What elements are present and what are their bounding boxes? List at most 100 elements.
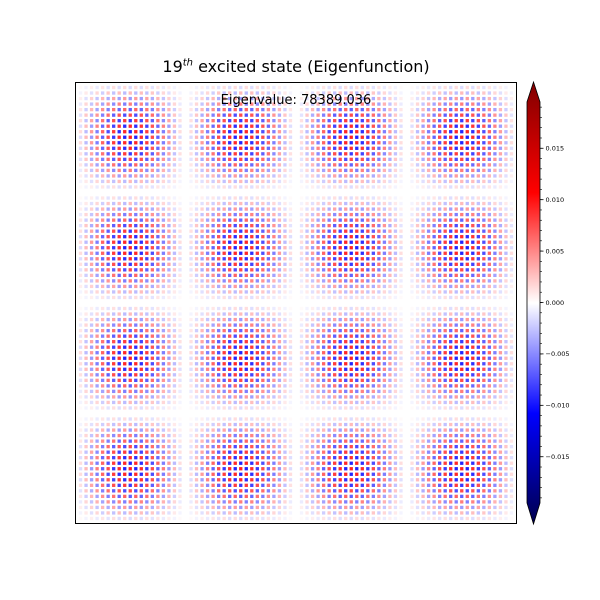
heatmap-cell: [216, 472, 221, 476]
heatmap-cell: [150, 505, 154, 510]
heatmap-cell: [216, 456, 221, 460]
heatmap-cell: [393, 146, 398, 150]
heatmap-cell: [283, 472, 287, 476]
heatmap-cell: [360, 174, 364, 178]
heatmap-cell: [399, 373, 403, 377]
heatmap-cell: [432, 201, 436, 206]
heatmap-cell: [498, 373, 503, 377]
heatmap-cell: [388, 251, 392, 255]
heatmap-cell: [255, 279, 259, 283]
heatmap-cell: [415, 130, 420, 134]
heatmap-cell: [216, 229, 221, 233]
heatmap-cell: [134, 340, 138, 344]
heatmap-cell: [327, 223, 331, 228]
heatmap-cell: [382, 362, 387, 366]
heatmap-cell: [493, 317, 497, 322]
heatmap-cell: [128, 456, 132, 460]
heatmap-cell: [498, 179, 503, 184]
heatmap-cell: [233, 201, 237, 206]
heatmap-cell: [421, 107, 425, 112]
heatmap-cell: [465, 124, 469, 128]
heatmap-cell: [250, 472, 254, 476]
heatmap-cell: [344, 273, 348, 278]
heatmap-cell: [366, 351, 370, 355]
heatmap-cell: [437, 179, 442, 184]
heatmap-cell: [172, 345, 177, 349]
heatmap-cell: [366, 295, 370, 300]
heatmap-cell: [487, 351, 492, 355]
heatmap-cell: [410, 373, 414, 377]
heatmap-cell: [377, 312, 381, 316]
heatmap-cell: [89, 135, 94, 139]
heatmap-cell: [272, 168, 276, 173]
heatmap-cell: [106, 212, 110, 217]
heatmap-cell: [106, 328, 110, 333]
heatmap-cell: [78, 85, 83, 90]
heatmap-cell: [266, 422, 271, 427]
heatmap-cell: [344, 113, 348, 117]
heatmap-cell: [233, 146, 237, 150]
heatmap-cell: [89, 290, 94, 294]
heatmap-cell: [95, 439, 99, 443]
heatmap-cell: [255, 312, 259, 316]
heatmap-cell: [277, 262, 282, 266]
heatmap-cell: [112, 444, 116, 449]
heatmap-cell: [211, 334, 215, 338]
heatmap-cell: [338, 185, 342, 189]
heatmap-cell: [471, 218, 475, 222]
heatmap-cell: [316, 223, 320, 228]
heatmap-cell: [299, 268, 304, 272]
heatmap-cell: [316, 113, 320, 117]
heatmap-cell: [449, 113, 453, 117]
heatmap-cell: [84, 328, 88, 333]
heatmap-cell: [134, 223, 138, 228]
heatmap-cell: [498, 262, 503, 266]
heatmap-cell: [388, 312, 392, 316]
heatmap-cell: [117, 340, 121, 344]
heatmap-cell: [399, 268, 403, 272]
heatmap-cell: [216, 235, 221, 239]
heatmap-cell: [78, 351, 83, 355]
heatmap-cell: [244, 306, 248, 311]
heatmap-cell: [78, 240, 83, 244]
heatmap-cell: [493, 367, 497, 371]
heatmap-cell: [399, 295, 403, 300]
heatmap-cell: [156, 378, 160, 382]
heatmap-cell: [437, 323, 442, 327]
heatmap-cell: [117, 235, 121, 239]
heatmap-cell: [205, 439, 210, 443]
heatmap-cell: [112, 362, 116, 366]
heatmap-cell: [349, 246, 353, 250]
heatmap-cell: [266, 196, 271, 200]
heatmap-cell: [399, 312, 403, 316]
heatmap-cell: [443, 290, 447, 294]
heatmap-cell: [299, 295, 304, 300]
heatmap-cell: [233, 406, 237, 410]
heatmap-cell: [134, 251, 138, 255]
heatmap-cell: [89, 422, 94, 427]
heatmap-cell: [244, 345, 248, 349]
heatmap-cell: [355, 389, 359, 394]
heatmap-cell: [316, 212, 320, 217]
heatmap-cell: [95, 295, 99, 300]
heatmap-cell: [117, 295, 121, 300]
heatmap-cell: [366, 113, 370, 117]
heatmap-cell: [272, 273, 276, 278]
heatmap-cell: [156, 157, 160, 161]
heatmap-cell: [78, 246, 83, 250]
heatmap-cell: [194, 467, 199, 471]
heatmap-cell: [255, 102, 259, 106]
heatmap-cell: [355, 406, 359, 410]
heatmap-cell: [95, 395, 99, 399]
heatmap-cell: [338, 212, 342, 217]
heatmap-cell: [426, 367, 431, 371]
heatmap-cell: [200, 373, 204, 377]
heatmap-cell: [288, 389, 293, 394]
heatmap-cell: [449, 201, 453, 206]
heatmap-cell: [415, 268, 420, 272]
heatmap-cell: [509, 406, 514, 410]
heatmap-cell: [355, 119, 359, 123]
heatmap-cell: [310, 124, 315, 128]
heatmap-cell: [95, 422, 99, 427]
heatmap-cell: [415, 351, 420, 355]
